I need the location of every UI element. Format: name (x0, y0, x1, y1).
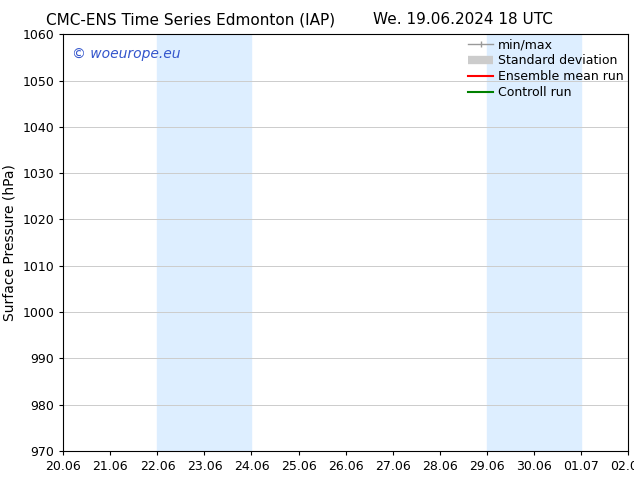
Text: We. 19.06.2024 18 UTC: We. 19.06.2024 18 UTC (373, 12, 553, 27)
Bar (486, 34, 581, 451)
Y-axis label: Surface Pressure (hPa): Surface Pressure (hPa) (3, 164, 17, 321)
Legend: min/max, Standard deviation, Ensemble mean run, Controll run: min/max, Standard deviation, Ensemble me… (469, 38, 624, 99)
Text: CMC-ENS Time Series Edmonton (IAP): CMC-ENS Time Series Edmonton (IAP) (46, 12, 335, 27)
Text: © woeurope.eu: © woeurope.eu (72, 47, 180, 61)
Bar (157, 34, 252, 451)
